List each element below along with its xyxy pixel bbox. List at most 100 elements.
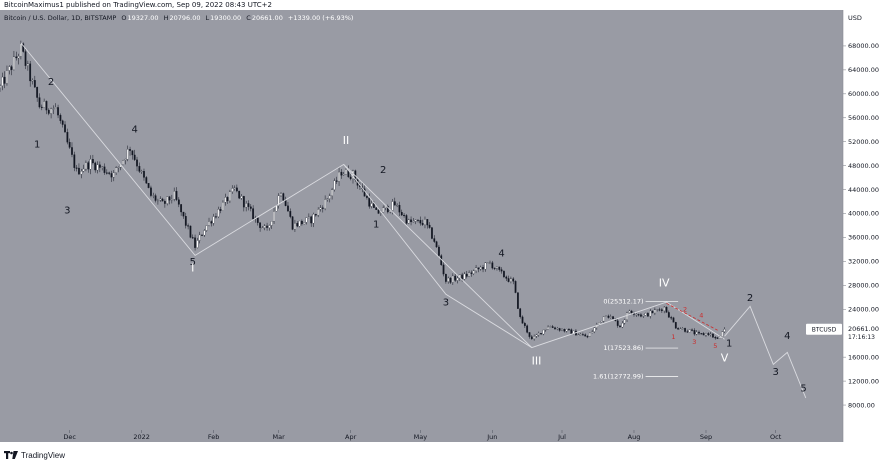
price-chart[interactable]: 0(25312.17) 1(17523.86) 1.61(12772.99) 2 1 4… bbox=[0, 10, 887, 442]
candle-body bbox=[78, 167, 80, 175]
candle-body bbox=[537, 333, 540, 336]
wave-label: 2 bbox=[380, 165, 386, 176]
ohlc-change: +1339.00 (+6.93%) bbox=[288, 14, 354, 22]
candle-body bbox=[317, 209, 320, 216]
candle-body bbox=[686, 331, 689, 333]
candle-body bbox=[714, 337, 717, 339]
candle-body bbox=[184, 216, 187, 226]
candle-body bbox=[205, 225, 208, 231]
ohlc-o-label: O bbox=[121, 14, 126, 22]
candle-body bbox=[164, 201, 166, 204]
candle-body bbox=[681, 328, 684, 330]
candle-body bbox=[98, 164, 101, 168]
candle-body bbox=[296, 223, 299, 227]
candle-body bbox=[679, 328, 682, 330]
candle-body bbox=[602, 316, 605, 322]
candle-body bbox=[698, 331, 700, 334]
candle-body bbox=[29, 63, 32, 82]
price-tick-label: 24000.00 bbox=[848, 305, 879, 313]
candle-body bbox=[6, 70, 8, 84]
candle-body bbox=[196, 240, 199, 248]
candle-body bbox=[66, 132, 69, 143]
candle-body bbox=[512, 278, 515, 282]
price-tick-label: 68000.00 bbox=[848, 42, 879, 50]
candle-body bbox=[609, 316, 612, 318]
candle-body bbox=[10, 66, 13, 70]
candle-body bbox=[489, 262, 491, 264]
candle-body bbox=[619, 325, 621, 328]
candle-body bbox=[514, 281, 517, 293]
candle-body bbox=[447, 277, 450, 282]
candle-body bbox=[112, 172, 115, 178]
candle-body bbox=[231, 188, 234, 192]
candle-body bbox=[470, 272, 473, 274]
candle-body bbox=[189, 225, 192, 238]
candle-body bbox=[331, 189, 333, 196]
candle-body bbox=[314, 214, 317, 216]
subwave-label: 4 bbox=[699, 312, 703, 320]
candle-body bbox=[621, 322, 624, 328]
wave-label: 5 bbox=[190, 257, 196, 268]
candle-body bbox=[709, 333, 712, 335]
subwave-label: 2 bbox=[683, 306, 687, 314]
chart-area[interactable]: 0(25312.17) 1(17523.86) 1.61(12772.99) 2 1 4… bbox=[0, 10, 887, 442]
candle-body bbox=[366, 196, 368, 198]
ohlc-high: 20796.00 bbox=[169, 14, 200, 22]
candle-body bbox=[479, 266, 482, 270]
fib-level-label: 0(25312.17) bbox=[603, 298, 643, 306]
candle-body bbox=[398, 204, 401, 213]
candle-body bbox=[238, 190, 241, 199]
time-tick-label: Jun bbox=[486, 433, 497, 441]
price-tick-label: 56000.00 bbox=[848, 114, 879, 122]
wave-lines bbox=[20, 42, 807, 399]
candle-body bbox=[695, 331, 698, 335]
candle-body bbox=[13, 56, 15, 70]
candle-body bbox=[168, 196, 171, 201]
candle-body bbox=[382, 207, 385, 213]
candle-body bbox=[110, 173, 113, 178]
candle-body bbox=[22, 43, 25, 52]
candle-body bbox=[338, 171, 340, 182]
candle-body bbox=[263, 225, 266, 228]
candle-body bbox=[20, 43, 22, 57]
candle-body bbox=[233, 187, 236, 189]
candle-body bbox=[544, 329, 547, 331]
candle-body bbox=[170, 199, 173, 201]
candle-body bbox=[640, 314, 642, 317]
candle-body bbox=[428, 224, 431, 228]
candle-body bbox=[505, 276, 508, 279]
fib-level-label: 1.61(12772.99) bbox=[593, 373, 644, 381]
candle-body bbox=[133, 154, 136, 160]
candle-body bbox=[301, 220, 303, 225]
candle-body bbox=[280, 193, 282, 196]
plot-background bbox=[0, 10, 843, 442]
price-axis-background bbox=[843, 10, 887, 442]
candle-body bbox=[510, 278, 512, 282]
price-tick-label: 28000.00 bbox=[848, 282, 879, 290]
symbol-tag-background bbox=[806, 323, 842, 335]
price-tick-label: 32000.00 bbox=[848, 258, 879, 266]
candle-body bbox=[540, 333, 542, 335]
price-tick-label: 48000.00 bbox=[848, 162, 879, 170]
price-axis[interactable]: 68000.00 64000.00 60000.00 56000.00 52000.00… bbox=[843, 42, 879, 409]
candle-body bbox=[340, 171, 343, 176]
candle-body bbox=[342, 174, 345, 176]
candle-body bbox=[386, 205, 389, 213]
candle-body bbox=[626, 312, 628, 320]
candle-body bbox=[333, 180, 336, 190]
candle-body bbox=[108, 172, 111, 174]
price-tick-label: 64000.00 bbox=[848, 66, 879, 74]
candle-body bbox=[449, 277, 452, 283]
candle-body bbox=[47, 109, 50, 114]
candle-body bbox=[533, 336, 536, 340]
candle-body bbox=[349, 176, 352, 179]
candle-body bbox=[335, 180, 338, 182]
time-tick-label: 2022 bbox=[133, 433, 150, 441]
candle-body bbox=[261, 227, 264, 229]
price-tick-label: 40000.00 bbox=[848, 210, 879, 218]
candle-body bbox=[412, 221, 415, 223]
candle-body bbox=[486, 262, 489, 264]
time-axis[interactable]: Dec 2022 Feb Mar Apr May Jun Jul Aug Sep Oct bbox=[63, 430, 782, 441]
candle-body bbox=[468, 272, 470, 277]
